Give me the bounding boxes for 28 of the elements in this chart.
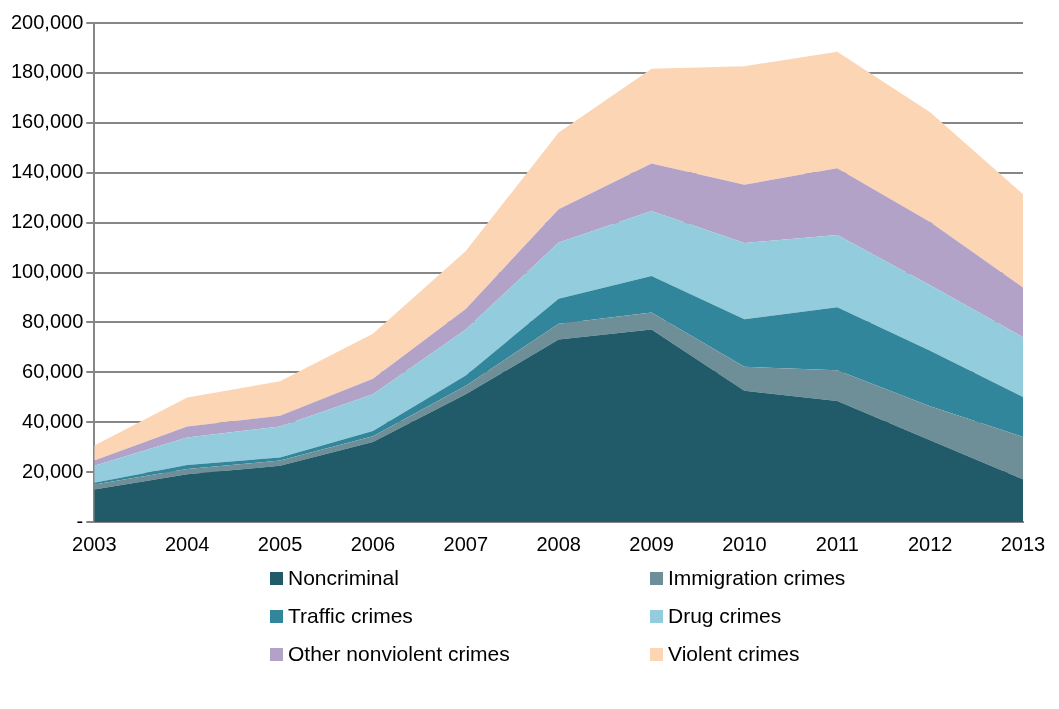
y-tick-label: 60,000 [22, 359, 84, 382]
y-tick-label: 80,000 [22, 309, 84, 332]
y-tick-label: 120,000 [11, 210, 84, 233]
x-tick-label: 2007 [443, 532, 489, 555]
y-tick-label: 100,000 [11, 260, 84, 283]
y-tick-label: 200,000 [11, 10, 84, 33]
legend-label: Traffic crimes [288, 604, 413, 628]
x-tick-label: 2009 [629, 532, 674, 555]
x-tick-label: 2004 [164, 532, 210, 555]
x-tick-label: 2013 [1000, 532, 1046, 555]
legend-label: Other nonviolent crimes [288, 642, 510, 666]
y-tick-label: 20,000 [22, 459, 84, 482]
x-tick-label: 2008 [536, 532, 581, 555]
x-tick-label: 2003 [72, 532, 117, 555]
legend-label: Drug crimes [668, 604, 782, 628]
y-tick-label: 180,000 [11, 60, 84, 83]
y-tick-label: - [76, 509, 84, 532]
x-tick-label: 2011 [815, 532, 859, 555]
legend-label: Violent crimes [668, 642, 800, 666]
legend-label: Immigration crimes [668, 566, 846, 590]
x-tick-label: 2006 [350, 532, 396, 555]
y-tick-label: 140,000 [11, 160, 84, 183]
legend-label: Noncriminal [288, 566, 399, 590]
x-tick-label: 2012 [907, 532, 953, 555]
y-tick-label: 40,000 [22, 409, 84, 432]
x-tick-label: 2010 [722, 532, 767, 555]
x-tick-label: 2005 [257, 532, 303, 555]
y-tick-label: 160,000 [11, 110, 84, 133]
